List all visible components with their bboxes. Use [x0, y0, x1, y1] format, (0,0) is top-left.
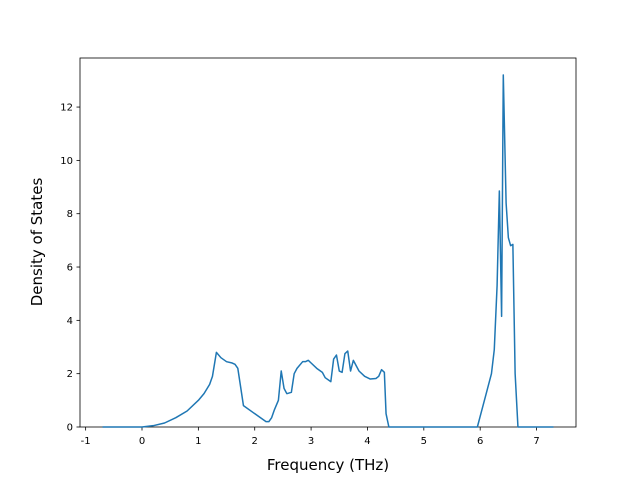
x-tick-label: 3 [308, 436, 314, 447]
x-tick-label: 5 [421, 436, 427, 447]
y-tick-label: 12 [60, 103, 73, 114]
y-tick-label: 8 [67, 209, 73, 220]
x-tick-label: 2 [252, 436, 258, 447]
y-tick-label: 2 [67, 369, 73, 380]
y-tick-label: 0 [67, 423, 73, 434]
x-tick-label: 4 [364, 436, 370, 447]
x-tick-label: 7 [533, 436, 539, 447]
x-tick-label: 1 [195, 436, 201, 447]
y-tick-label: 6 [67, 263, 73, 274]
x-tick-label: 0 [139, 436, 145, 447]
data-line [102, 74, 554, 428]
plot-frame [79, 57, 577, 428]
y-tick-label: 10 [60, 156, 73, 167]
y-tick-label: 4 [67, 316, 73, 327]
x-axis-label: Frequency (THz) [267, 456, 389, 474]
x-tick-label: 6 [477, 436, 483, 447]
y-axis-label: Density of States [28, 178, 46, 307]
x-tick-label: -1 [81, 436, 91, 447]
